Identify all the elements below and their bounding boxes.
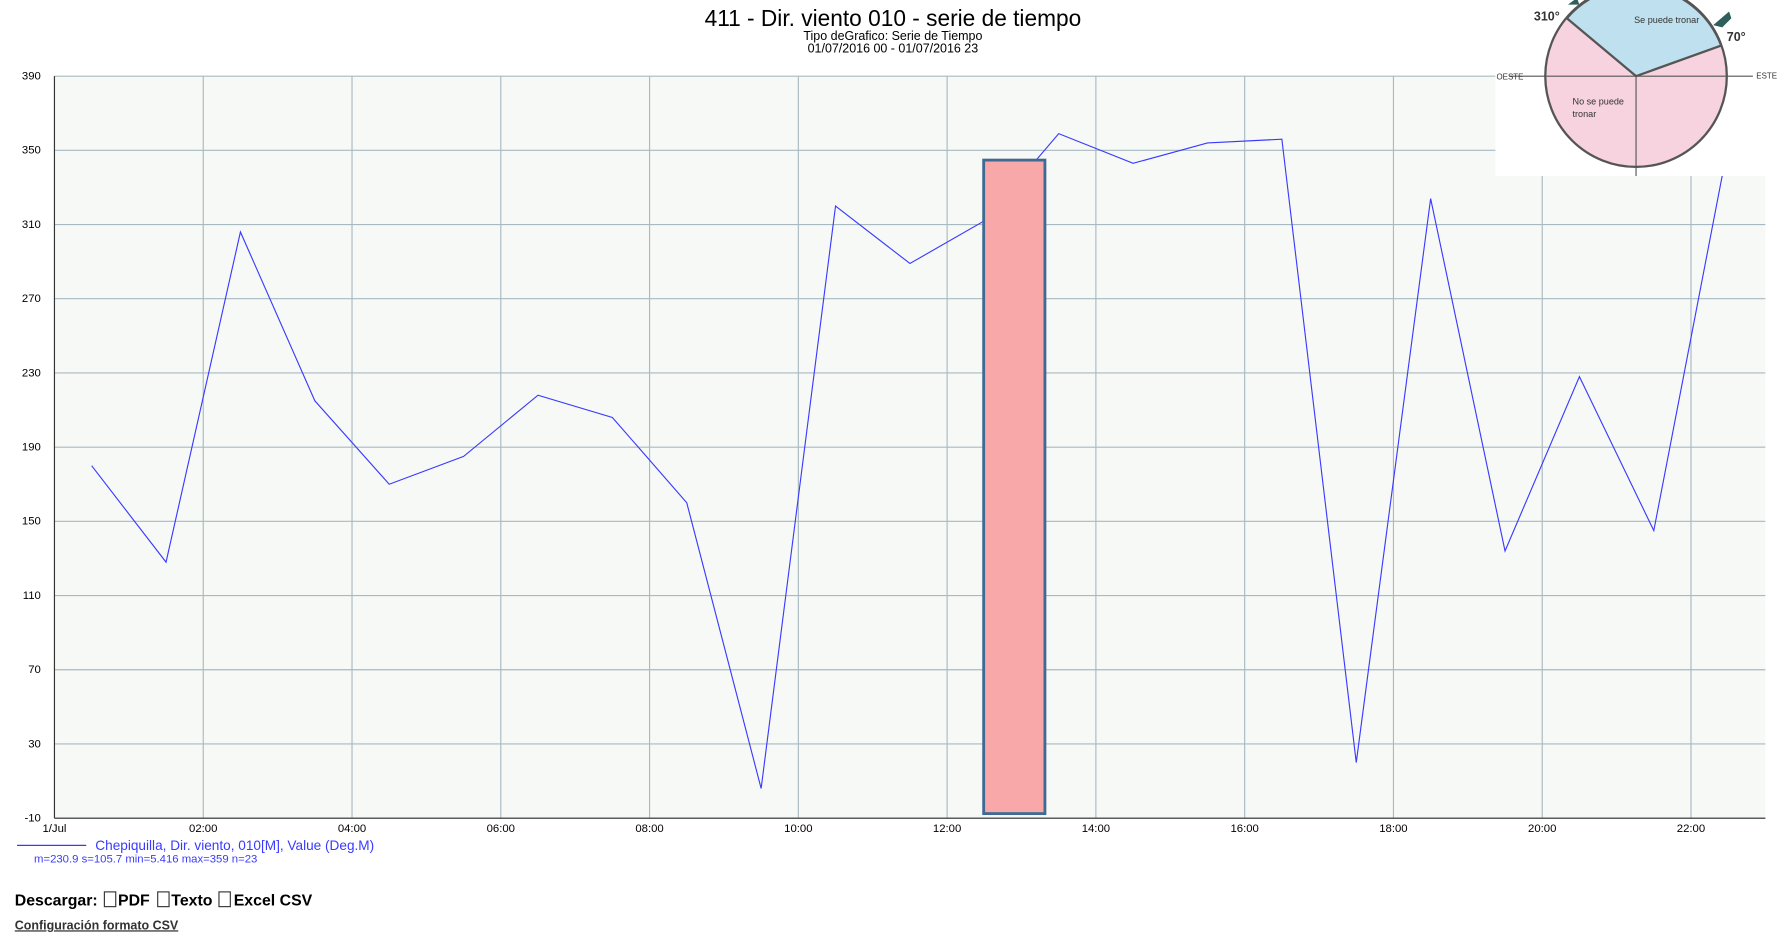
compass-label: OESTE bbox=[1496, 73, 1523, 82]
y-tick-label: 270 bbox=[22, 293, 41, 305]
excel-icon bbox=[218, 891, 231, 908]
pdf-icon bbox=[103, 891, 117, 908]
x-tick-label: 02:00 bbox=[189, 823, 217, 835]
compass-label: ESTE bbox=[1756, 71, 1777, 80]
compass-zone-text: Se puede tronar bbox=[1634, 14, 1700, 26]
y-tick-label: 350 bbox=[22, 145, 41, 157]
highlight-box bbox=[982, 158, 1047, 816]
compass-zone: No se puede tronar bbox=[1572, 96, 1624, 120]
y-tick-label: 310 bbox=[22, 219, 41, 231]
x-tick-label: 06:00 bbox=[487, 823, 515, 835]
compass-label: 310° bbox=[1534, 10, 1560, 24]
x-tick-label: 08:00 bbox=[635, 823, 663, 835]
y-tick-label: 110 bbox=[23, 590, 41, 602]
compass-zone-text: No se puede tronar bbox=[1572, 96, 1624, 120]
compass-zone: Se puede tronar bbox=[1634, 14, 1700, 26]
chart-title: 411 - Dir. viento 010 - serie de tiempo bbox=[705, 5, 1082, 31]
legend-stats: m=230.9 s=105.7 min=5.416 max=359 n=23 bbox=[34, 853, 257, 865]
text-icon bbox=[157, 891, 170, 908]
x-tick-label: 20:00 bbox=[1528, 823, 1556, 835]
x-tick-label: 16:00 bbox=[1230, 823, 1258, 835]
compass: 310° 70° Se puede tronar No se puede tro… bbox=[1495, 0, 1779, 176]
x-tick-label: 1/Jul bbox=[42, 823, 66, 835]
y-tick-label: -10 bbox=[24, 813, 40, 825]
y-tick-label: 230 bbox=[22, 367, 41, 379]
y-tick-label: 390 bbox=[22, 71, 41, 83]
download-pdf[interactable]: PDF bbox=[118, 893, 150, 910]
data-line bbox=[91, 132, 1729, 789]
y-tick-label: 30 bbox=[28, 738, 41, 750]
x-tick-label: 12:00 bbox=[933, 823, 961, 835]
x-tick-label: 14:00 bbox=[1082, 823, 1110, 835]
legend-label: Chepiquilla, Dir. viento, 010[M], Value … bbox=[95, 838, 374, 853]
compass-arrow bbox=[1567, 0, 1580, 5]
csv-config-link[interactable]: Configuración formato CSV bbox=[15, 918, 179, 932]
chart-subtitle: Tipo deGrafico: Serie de Tiempo bbox=[803, 29, 982, 43]
download-csv[interactable]: Excel CSV bbox=[234, 893, 313, 910]
compass-sector bbox=[1565, 0, 1723, 78]
x-tick-label: 18:00 bbox=[1379, 823, 1407, 835]
x-tick-label: 10:00 bbox=[784, 823, 812, 835]
x-tick-label: 22:00 bbox=[1677, 823, 1705, 835]
compass-label: 70° bbox=[1727, 30, 1746, 44]
x-tick-label: 04:00 bbox=[338, 823, 366, 835]
download-label: Descargar: bbox=[15, 893, 98, 910]
y-tick-label: 70 bbox=[28, 664, 41, 676]
download-text[interactable]: Texto bbox=[171, 893, 212, 910]
y-tick-label: 150 bbox=[22, 516, 41, 528]
compass-arrow bbox=[1713, 11, 1732, 28]
y-tick-label: 190 bbox=[22, 442, 41, 454]
date-range: 01/07/2016 00 - 01/07/2016 23 bbox=[808, 41, 979, 55]
